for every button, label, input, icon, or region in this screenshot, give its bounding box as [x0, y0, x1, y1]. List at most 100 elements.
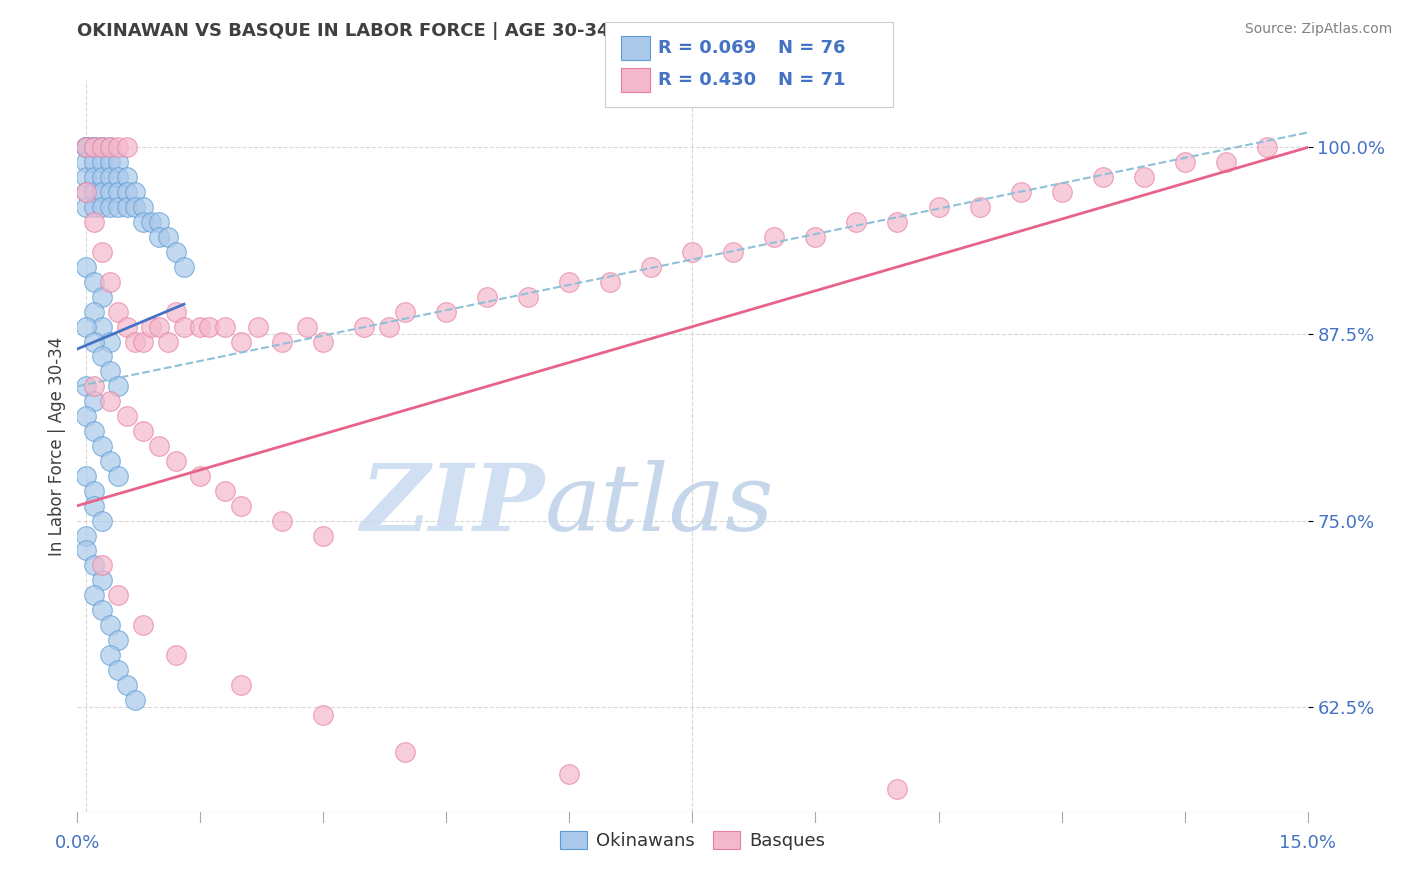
Point — [98, 186, 121, 200]
Point — [115, 409, 138, 424]
Point — [75, 140, 97, 154]
Point — [394, 304, 416, 318]
Point — [197, 319, 219, 334]
Point — [124, 334, 146, 349]
Point — [107, 379, 129, 393]
Point — [98, 364, 121, 378]
Point — [886, 215, 908, 229]
Point — [1050, 186, 1073, 200]
Point — [90, 558, 114, 573]
Point — [83, 140, 105, 154]
Text: OKINAWAN VS BASQUE IN LABOR FORCE | AGE 30-34 CORRELATION CHART: OKINAWAN VS BASQUE IN LABOR FORCE | AGE … — [77, 22, 831, 40]
Point — [107, 468, 129, 483]
Point — [132, 334, 155, 349]
Point — [886, 782, 908, 797]
Point — [132, 618, 155, 632]
Point — [1091, 170, 1114, 185]
Point — [90, 350, 114, 364]
Point — [83, 170, 105, 185]
Point — [83, 140, 105, 154]
Text: atlas: atlas — [546, 459, 775, 549]
Point — [115, 678, 138, 692]
Point — [98, 140, 121, 154]
Point — [148, 215, 170, 229]
Point — [98, 454, 121, 468]
Text: R = 0.430: R = 0.430 — [658, 70, 756, 89]
Point — [188, 319, 212, 334]
Point — [723, 244, 745, 259]
Text: Source: ZipAtlas.com: Source: ZipAtlas.com — [1244, 22, 1392, 37]
Point — [107, 140, 129, 154]
Point — [295, 319, 318, 334]
Point — [83, 275, 105, 289]
Point — [90, 319, 114, 334]
Point — [107, 304, 129, 318]
Point — [141, 319, 163, 334]
Point — [107, 663, 129, 677]
Point — [83, 140, 105, 154]
Point — [148, 230, 170, 244]
Point — [83, 483, 105, 498]
Point — [98, 200, 121, 214]
Point — [188, 468, 212, 483]
Point — [231, 499, 253, 513]
Point — [148, 439, 170, 453]
Point — [804, 230, 827, 244]
Point — [75, 260, 97, 274]
Point — [75, 543, 97, 558]
Point — [90, 290, 114, 304]
Point — [75, 379, 97, 393]
Point — [214, 319, 236, 334]
Point — [271, 514, 294, 528]
Point — [763, 230, 786, 244]
Point — [558, 767, 581, 781]
Point — [98, 618, 121, 632]
Point — [83, 140, 105, 154]
Point — [83, 186, 105, 200]
Point — [83, 304, 105, 318]
Point — [231, 678, 253, 692]
Point — [394, 745, 416, 759]
Point — [90, 140, 114, 154]
Point — [107, 186, 129, 200]
Point — [90, 574, 114, 588]
Point — [75, 409, 97, 424]
Point — [115, 170, 138, 185]
Point — [640, 260, 662, 274]
Point — [124, 200, 146, 214]
Text: 15.0%: 15.0% — [1279, 834, 1336, 852]
Point — [75, 140, 97, 154]
Point — [231, 334, 253, 349]
Point — [90, 140, 114, 154]
Point — [165, 648, 187, 662]
Point — [75, 186, 97, 200]
Point — [312, 707, 335, 722]
Point — [558, 275, 581, 289]
Point — [90, 200, 114, 214]
Point — [132, 215, 155, 229]
Point — [148, 319, 170, 334]
Point — [1010, 186, 1032, 200]
Point — [83, 155, 105, 169]
Point — [83, 558, 105, 573]
Text: R = 0.069: R = 0.069 — [658, 38, 756, 57]
Point — [90, 514, 114, 528]
Point — [98, 648, 121, 662]
Point — [90, 244, 114, 259]
Point — [132, 200, 155, 214]
Point — [83, 499, 105, 513]
Point — [90, 439, 114, 453]
Point — [246, 319, 269, 334]
Point — [107, 155, 129, 169]
Point — [1256, 140, 1278, 154]
Point — [1132, 170, 1154, 185]
Point — [115, 319, 138, 334]
Point — [83, 334, 105, 349]
Point — [141, 215, 163, 229]
Point — [83, 394, 105, 409]
Point — [75, 155, 97, 169]
Point — [98, 170, 121, 185]
Point — [132, 424, 155, 438]
Point — [517, 290, 540, 304]
Point — [107, 588, 129, 602]
